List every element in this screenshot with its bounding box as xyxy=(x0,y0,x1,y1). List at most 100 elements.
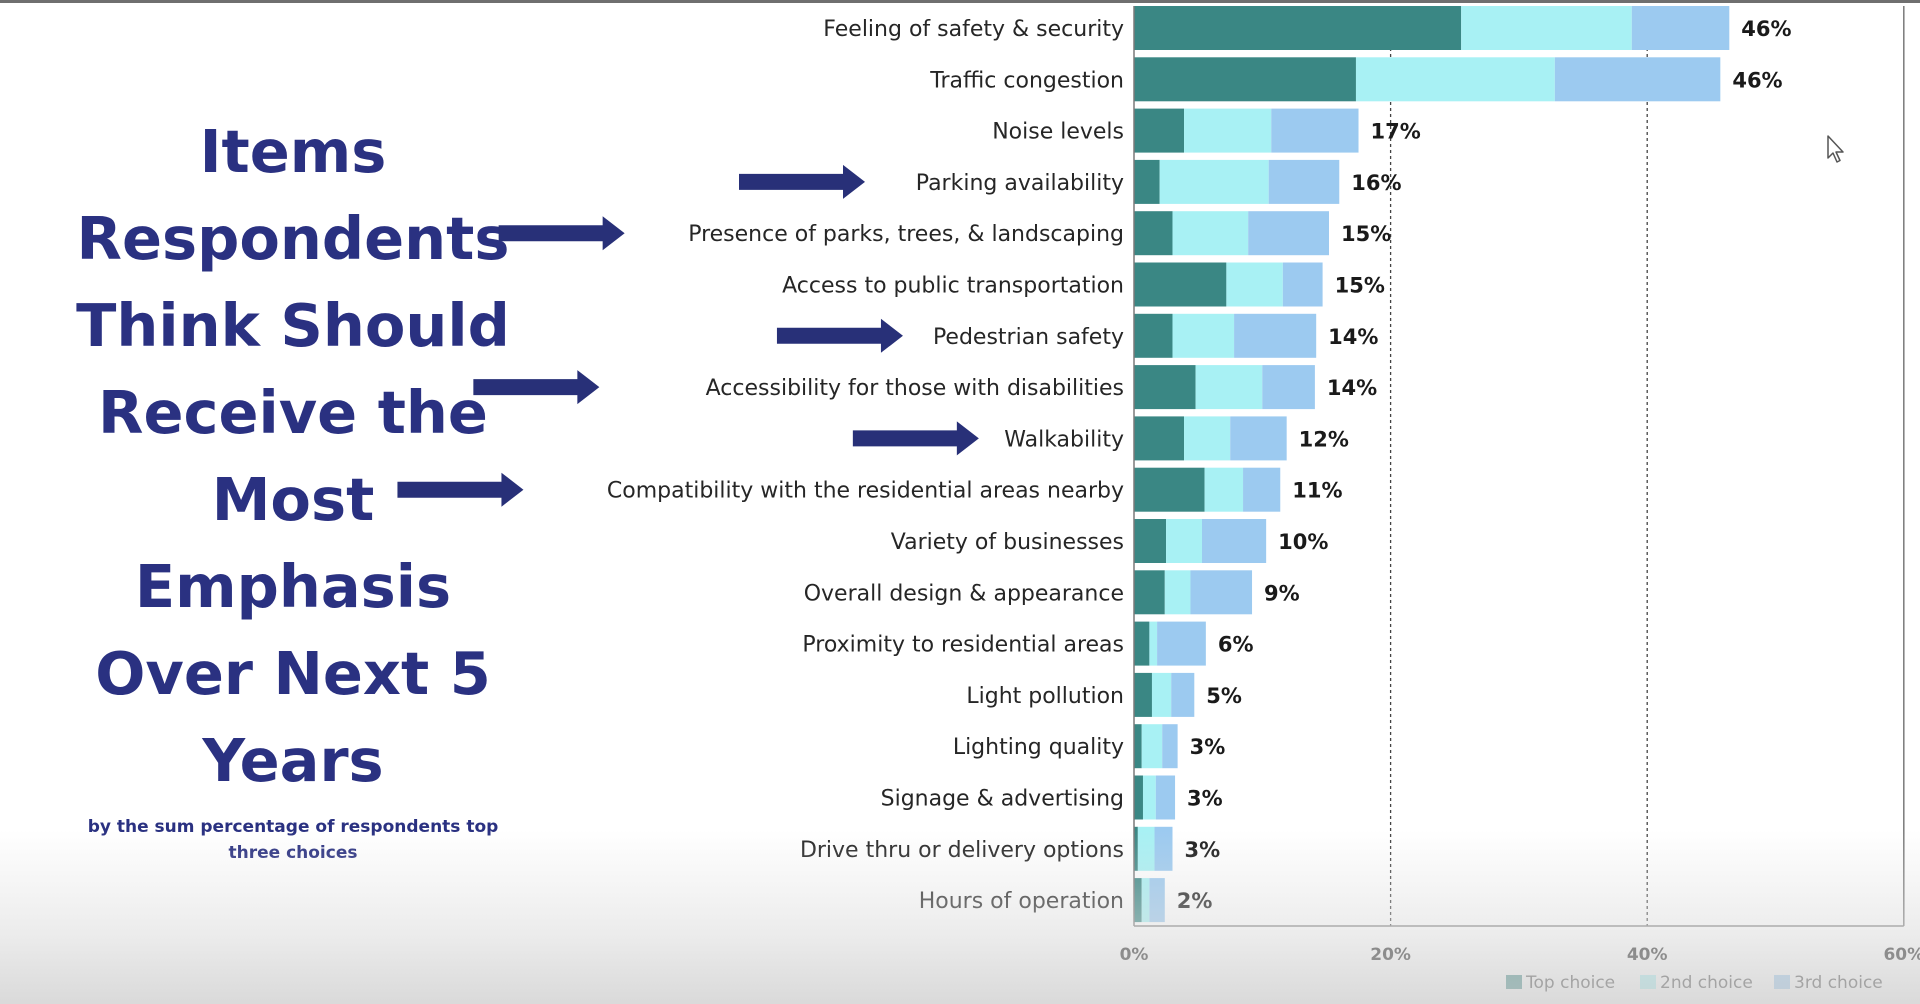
value-label: 3% xyxy=(1190,735,1226,759)
bar-segment-top-choice xyxy=(1134,313,1173,358)
category-label: Noise levels xyxy=(992,120,1124,145)
legend-swatch xyxy=(1774,975,1790,989)
legend: Top choice 2nd choice 3rd choice xyxy=(1506,973,1883,993)
value-label: 3% xyxy=(1187,787,1223,811)
bar-segment-3rd-choice xyxy=(1230,416,1287,461)
category-label: Walkability xyxy=(1004,427,1124,452)
value-label: 3% xyxy=(1184,838,1220,862)
bar-segment-2nd-choice xyxy=(1204,467,1244,512)
bar-segment-top-choice xyxy=(1134,519,1167,563)
value-label: 15% xyxy=(1341,222,1391,246)
bar-segment-3rd-choice xyxy=(1268,159,1340,204)
gridlines xyxy=(1389,6,1648,926)
category-label: Hours of operation xyxy=(919,889,1124,914)
bar-segment-3rd-choice xyxy=(1262,365,1315,410)
bar-segment-3rd-choice xyxy=(1190,570,1253,615)
category-label: Variety of businesses xyxy=(891,530,1124,555)
value-label: 46% xyxy=(1741,17,1791,41)
value-label: 10% xyxy=(1278,530,1328,554)
value-label: 14% xyxy=(1327,376,1377,400)
bar-segment-top-choice xyxy=(1134,775,1143,820)
category-label: Pedestrian safety xyxy=(933,325,1124,350)
bar-segment-3rd-choice xyxy=(1631,6,1730,50)
bar-segment-top-choice xyxy=(1134,878,1142,923)
bar-segment-3rd-choice xyxy=(1554,57,1721,102)
arrow-icon xyxy=(397,472,524,507)
bar-segment-3rd-choice xyxy=(1243,467,1281,512)
title-line: Emphasis xyxy=(134,552,452,621)
arrows xyxy=(397,164,979,507)
value-label: 2% xyxy=(1177,889,1213,913)
mouse-cursor-icon xyxy=(1827,135,1844,163)
category-label: Drive thru or delivery options xyxy=(800,838,1124,863)
bar-segment-3rd-choice xyxy=(1149,878,1165,923)
bar-segment-top-choice xyxy=(1134,467,1205,512)
bar-segment-3rd-choice xyxy=(1162,724,1178,769)
category-label: Access to public transportation xyxy=(782,274,1124,299)
category-label: Proximity to residential areas xyxy=(802,633,1124,658)
title-line: Most xyxy=(211,465,375,534)
bar-segment-2nd-choice xyxy=(1172,211,1249,256)
bar-segment-top-choice xyxy=(1134,262,1227,307)
category-label: Light pollution xyxy=(966,684,1124,709)
value-label: 16% xyxy=(1351,171,1401,195)
bar-segment-top-choice xyxy=(1134,108,1185,153)
legend-swatch xyxy=(1506,975,1522,989)
bar-segment-2nd-choice xyxy=(1195,365,1263,410)
category-label: Overall design & appearance xyxy=(804,581,1124,606)
value-label: 14% xyxy=(1328,325,1378,349)
legend-label: 3rd choice xyxy=(1794,973,1883,993)
legend-label: Top choice xyxy=(1525,973,1615,993)
category-label: Lighting quality xyxy=(953,735,1124,760)
title-line: Respondents xyxy=(76,204,510,273)
bar-segment-3rd-choice xyxy=(1154,826,1173,871)
category-label: Feeling of safety & security xyxy=(823,17,1124,42)
x-tick-label: 40% xyxy=(1627,945,1668,965)
bar-segment-top-choice xyxy=(1134,159,1160,204)
arrow-icon xyxy=(776,318,903,353)
bar-segment-top-choice xyxy=(1134,621,1150,666)
bar-segment-2nd-choice xyxy=(1141,878,1150,923)
arrow-icon xyxy=(473,370,600,405)
bar-segment-2nd-choice xyxy=(1226,262,1283,307)
legend-label: 2nd choice xyxy=(1660,973,1753,993)
bar-segment-3rd-choice xyxy=(1157,621,1206,666)
bar-segment-3rd-choice xyxy=(1248,211,1330,256)
value-label: 6% xyxy=(1218,633,1254,657)
bar-segment-2nd-choice xyxy=(1184,108,1272,153)
bar-segment-2nd-choice xyxy=(1172,313,1235,358)
legend-swatch xyxy=(1640,975,1656,989)
value-label: 12% xyxy=(1299,427,1349,451)
value-label: 11% xyxy=(1292,479,1342,503)
bar-segment-top-choice xyxy=(1134,570,1165,615)
value-label: 46% xyxy=(1732,68,1782,92)
arrow-icon xyxy=(852,421,979,456)
bar-segment-2nd-choice xyxy=(1142,775,1156,820)
bar-segment-top-choice xyxy=(1134,416,1185,461)
bar-segment-top-choice xyxy=(1134,724,1142,769)
category-label: Accessibility for those with disabilitie… xyxy=(706,376,1124,401)
bars xyxy=(1134,6,1730,923)
bar-segment-top-choice xyxy=(1134,365,1196,410)
bar-segment-2nd-choice xyxy=(1355,57,1555,102)
bar-segment-3rd-choice xyxy=(1234,313,1317,358)
bar-segment-top-choice xyxy=(1134,672,1152,717)
chart-title: Items Respondents Think Should Receive t… xyxy=(60,108,526,804)
category-label: Parking availability xyxy=(916,171,1124,196)
bar-segment-top-choice xyxy=(1134,57,1356,102)
title-line: Receive the xyxy=(98,378,488,447)
bar-segment-2nd-choice xyxy=(1164,570,1191,615)
bar-segment-3rd-choice xyxy=(1155,775,1176,820)
category-label: Presence of parks, trees, & landscaping xyxy=(688,222,1124,247)
title-line: Think Should xyxy=(76,291,510,360)
bar-segment-2nd-choice xyxy=(1166,519,1202,563)
bar-segment-2nd-choice xyxy=(1159,159,1269,204)
bar-segment-3rd-choice xyxy=(1282,262,1323,307)
top-border-line xyxy=(0,0,1920,3)
bar-segment-2nd-choice xyxy=(1184,416,1231,461)
x-tick-label: 20% xyxy=(1370,945,1411,965)
category-label: Traffic congestion xyxy=(929,68,1124,93)
value-label: 9% xyxy=(1264,581,1300,605)
category-label: Compatibility with the residential areas… xyxy=(607,479,1124,504)
